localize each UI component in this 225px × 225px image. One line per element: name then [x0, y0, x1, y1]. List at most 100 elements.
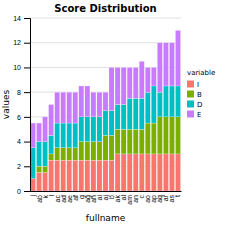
bar	[91, 117, 96, 142]
bar	[121, 105, 126, 130]
bar	[61, 148, 66, 160]
bar	[49, 135, 54, 154]
chart: 02468101214jabklacadaeafgagahaiajbakalam…	[0, 0, 225, 225]
tick-mark	[24, 142, 30, 143]
series	[30, 86, 180, 179]
bar	[30, 179, 35, 191]
bar	[97, 92, 102, 117]
bar	[163, 154, 168, 191]
bar	[175, 117, 180, 154]
bar	[157, 43, 162, 92]
legend-label: D	[197, 101, 202, 109]
bar	[79, 86, 84, 117]
tick-label: 2	[17, 163, 21, 170]
bar	[121, 154, 126, 191]
bar	[169, 43, 174, 86]
bar	[133, 98, 138, 129]
bar	[169, 117, 174, 154]
tick-label: 4	[17, 138, 21, 145]
bar	[139, 129, 144, 154]
series	[30, 30, 180, 147]
bar	[157, 154, 162, 191]
legend-item: E	[187, 111, 201, 119]
bar	[49, 105, 54, 136]
bar	[85, 117, 90, 142]
tick-label: t	[174, 195, 181, 197]
bar	[169, 86, 174, 117]
legend-item: D	[187, 101, 202, 109]
bar	[79, 160, 84, 191]
bar	[73, 92, 78, 123]
bar	[55, 123, 60, 148]
grid-line	[30, 18, 181, 19]
bar	[151, 123, 156, 154]
bar	[91, 160, 96, 191]
bar	[115, 154, 120, 191]
tick-label: 8	[17, 89, 21, 96]
bar	[103, 160, 108, 191]
bar	[139, 154, 144, 191]
bar	[61, 92, 66, 123]
legend-item: I	[187, 81, 199, 89]
tick-label: 10	[13, 64, 21, 71]
bar	[175, 154, 180, 191]
bar	[43, 142, 48, 167]
legend: variableIBDE	[187, 69, 215, 119]
bar	[36, 142, 41, 167]
bar	[67, 123, 72, 148]
tick-mark	[24, 43, 30, 44]
bar	[55, 148, 60, 160]
bar	[169, 154, 174, 191]
tick: 12	[13, 39, 30, 46]
tick-mark	[24, 92, 30, 93]
bar	[157, 92, 162, 117]
bars	[30, 30, 180, 191]
plot-area: 02468101214jabklacadaeafgagahaiajbakalam…	[13, 15, 181, 205]
bar	[103, 135, 108, 160]
tick-mark	[24, 18, 30, 19]
bar	[73, 160, 78, 191]
bar	[145, 123, 150, 154]
legend-label: I	[197, 81, 199, 89]
bar	[133, 67, 138, 98]
bar	[43, 117, 48, 142]
bar	[85, 160, 90, 191]
y-label: values	[1, 90, 11, 120]
bar	[115, 105, 120, 130]
bar	[115, 67, 120, 104]
title: Score Distribution	[54, 3, 157, 14]
bar	[49, 154, 54, 160]
bar	[127, 67, 132, 98]
bar	[133, 154, 138, 191]
bar	[163, 86, 168, 117]
bar	[139, 98, 144, 129]
axis-line	[24, 19, 31, 192]
bar	[109, 160, 114, 191]
bar	[61, 123, 66, 148]
tick: 0	[17, 188, 30, 195]
bar	[151, 67, 156, 86]
bar	[30, 148, 35, 179]
bar	[121, 67, 126, 104]
bar	[139, 61, 144, 98]
bar	[43, 172, 48, 191]
tick-mark	[24, 117, 30, 118]
bar	[175, 30, 180, 86]
bar	[103, 111, 108, 136]
bar	[121, 129, 126, 154]
bar	[85, 86, 90, 117]
bar	[85, 142, 90, 161]
tick: t	[174, 195, 181, 197]
bar	[97, 142, 102, 161]
bar	[73, 123, 78, 148]
tick: 6	[17, 114, 30, 121]
bar	[145, 67, 150, 92]
bar	[127, 98, 132, 129]
tick-mark	[24, 191, 30, 192]
bar	[109, 135, 114, 160]
bar	[79, 117, 84, 142]
bar	[61, 160, 66, 191]
tick: 14	[13, 15, 30, 22]
bar	[67, 148, 72, 160]
bar	[67, 92, 72, 123]
